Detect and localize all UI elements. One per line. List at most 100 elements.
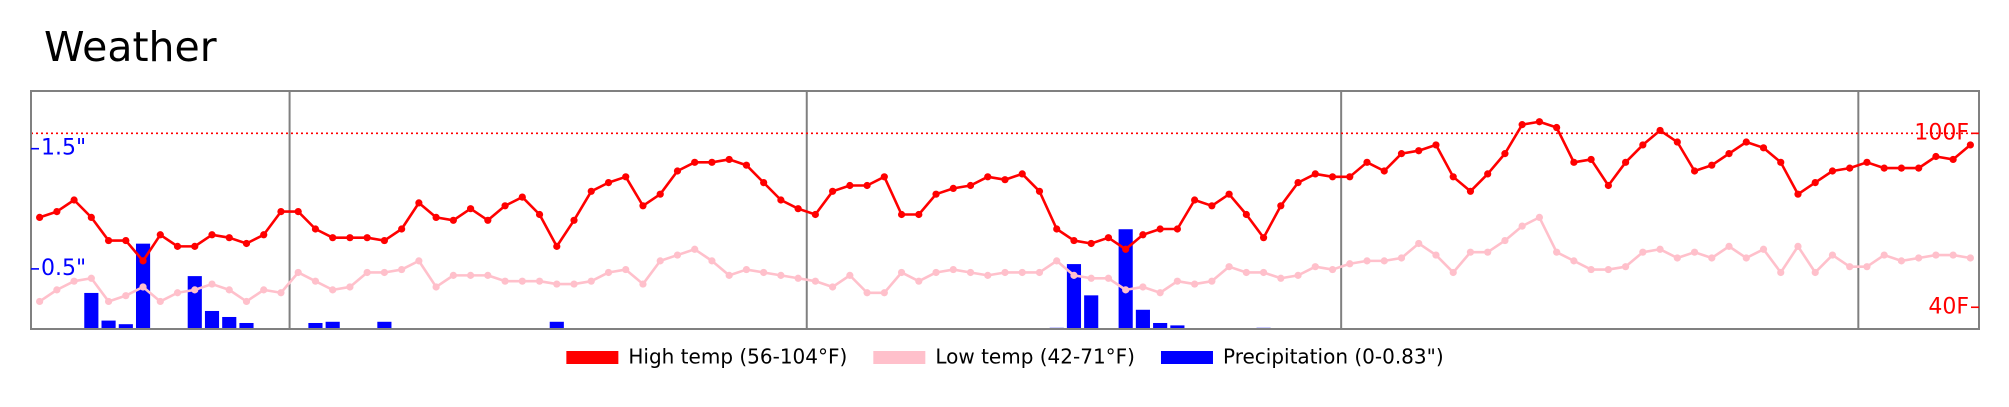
temp-marker bbox=[1466, 248, 1475, 256]
temp-marker bbox=[1759, 144, 1768, 152]
temp-marker bbox=[1742, 138, 1750, 146]
temp-marker bbox=[1518, 121, 1526, 129]
temp-marker bbox=[1139, 231, 1147, 239]
temp-marker bbox=[604, 268, 613, 277]
temp-marker bbox=[1811, 268, 1819, 277]
temp-marker bbox=[1087, 274, 1095, 282]
temp-marker bbox=[1363, 158, 1371, 166]
precip-bar bbox=[239, 322, 254, 329]
temp-marker bbox=[1570, 158, 1578, 166]
temp-marker bbox=[363, 268, 371, 277]
temp-marker bbox=[760, 268, 768, 277]
temp-marker bbox=[1966, 141, 1974, 149]
temp-marker bbox=[1087, 239, 1095, 248]
temp-marker bbox=[1949, 251, 1957, 259]
temp-marker bbox=[1604, 181, 1612, 190]
temp-marker bbox=[1949, 155, 1957, 164]
temp-marker bbox=[829, 283, 837, 291]
temp-marker bbox=[1035, 187, 1044, 195]
temp-marker bbox=[1846, 263, 1854, 271]
temp-marker bbox=[811, 277, 819, 285]
temp-marker bbox=[1897, 257, 1906, 265]
temp-marker bbox=[1484, 170, 1492, 178]
temp-marker bbox=[260, 231, 268, 239]
temp-marker bbox=[484, 216, 492, 224]
temp-marker bbox=[1104, 234, 1113, 242]
temp-marker bbox=[725, 155, 733, 164]
temp-marker bbox=[1863, 263, 1871, 271]
temp-marker bbox=[587, 187, 595, 195]
precip-bar bbox=[84, 292, 99, 329]
temp-marker bbox=[432, 283, 440, 291]
temp-marker bbox=[1828, 251, 1837, 259]
temp-marker bbox=[949, 184, 957, 193]
temp-marker bbox=[794, 205, 802, 213]
y2-tick-label: 1.5" bbox=[41, 136, 86, 161]
temp-marker bbox=[553, 280, 561, 288]
temp-marker bbox=[1880, 164, 1888, 172]
temp-marker bbox=[1294, 179, 1302, 187]
temp-marker bbox=[87, 213, 95, 221]
temp-marker bbox=[829, 187, 837, 195]
temp-marker bbox=[173, 242, 182, 250]
temp-marker bbox=[104, 236, 113, 245]
temp-marker bbox=[553, 242, 561, 250]
temp-marker bbox=[1311, 263, 1319, 271]
temp-marker bbox=[53, 207, 61, 216]
precip-bar bbox=[325, 321, 340, 329]
temp-marker bbox=[673, 251, 682, 259]
temp-marker bbox=[742, 265, 751, 274]
temp-marker bbox=[1794, 242, 1802, 250]
temp-marker bbox=[70, 196, 78, 204]
temp-marker bbox=[501, 277, 509, 285]
temp-marker bbox=[1742, 254, 1750, 262]
temp-marker bbox=[1311, 170, 1319, 178]
temp-marker bbox=[449, 271, 457, 279]
temp-marker bbox=[1122, 245, 1130, 253]
temp-marker bbox=[1794, 190, 1802, 198]
temp-marker bbox=[277, 207, 285, 216]
temp-marker bbox=[708, 158, 716, 166]
temp-marker bbox=[466, 271, 475, 279]
temp-marker bbox=[897, 210, 906, 219]
temp-marker bbox=[484, 271, 492, 279]
temp-marker bbox=[1604, 265, 1612, 274]
temp-marker bbox=[1656, 126, 1664, 135]
temp-marker bbox=[1673, 138, 1681, 146]
temp-marker bbox=[639, 280, 647, 288]
temp-marker bbox=[1294, 271, 1302, 279]
temp-marker bbox=[1432, 141, 1440, 149]
temp-marker bbox=[1191, 196, 1199, 204]
temp-marker bbox=[1639, 141, 1647, 149]
temp-marker bbox=[53, 286, 61, 294]
temp-marker bbox=[1932, 251, 1940, 259]
temp-marker bbox=[1708, 254, 1716, 262]
temp-marker bbox=[570, 216, 578, 224]
temp-marker bbox=[880, 173, 888, 181]
temp-marker bbox=[225, 286, 233, 294]
temp-marker bbox=[156, 297, 164, 306]
temp-marker bbox=[346, 234, 354, 242]
temp-marker bbox=[777, 271, 785, 279]
temp-marker bbox=[294, 207, 302, 216]
temp-marker bbox=[1484, 248, 1492, 256]
temp-marker bbox=[1053, 257, 1061, 265]
temp-marker bbox=[915, 277, 923, 285]
temp-marker bbox=[1277, 274, 1285, 282]
temp-marker bbox=[1535, 213, 1544, 221]
temp-marker bbox=[1553, 123, 1561, 132]
temp-marker bbox=[70, 277, 78, 285]
temp-marker bbox=[1173, 277, 1181, 285]
temp-marker bbox=[604, 179, 613, 187]
temp-marker bbox=[346, 283, 354, 291]
temp-marker bbox=[742, 161, 751, 169]
temp-marker bbox=[846, 271, 854, 279]
temp-marker bbox=[1259, 234, 1268, 242]
temp-marker bbox=[242, 239, 251, 248]
temp-marker bbox=[1380, 257, 1388, 265]
temp-marker bbox=[1173, 225, 1181, 233]
temp-marker bbox=[1328, 173, 1337, 181]
temp-marker bbox=[622, 173, 630, 181]
precip-bar bbox=[1135, 309, 1150, 329]
temp-marker bbox=[1622, 158, 1630, 166]
